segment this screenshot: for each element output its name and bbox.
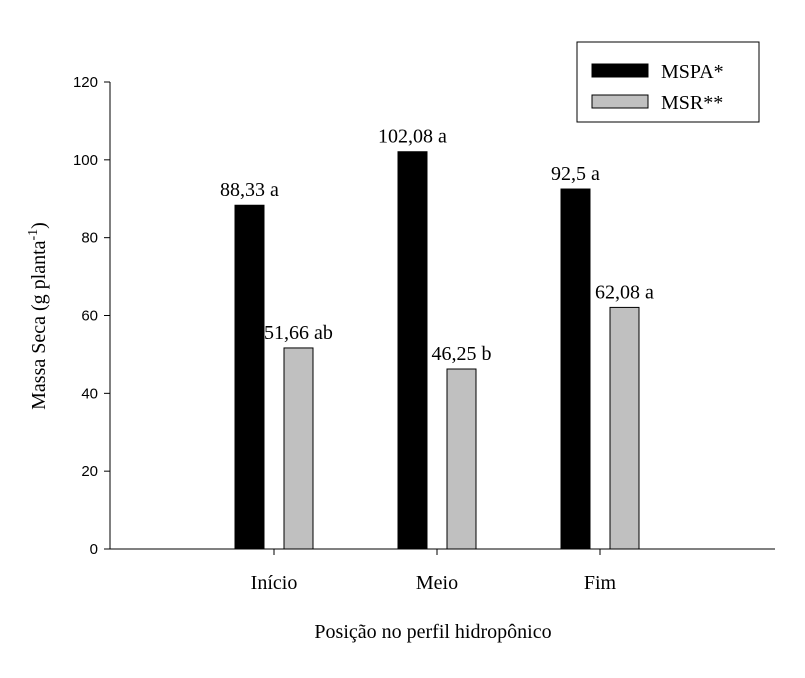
data-label: 102,08 a (378, 126, 447, 148)
bar-mspa (560, 188, 591, 550)
data-label: 92,5 a (551, 163, 600, 185)
legend-label: MSPA* (661, 61, 724, 83)
x-tick-label: Início (251, 572, 298, 594)
y-tick-label: 40 (81, 385, 98, 402)
legend-swatch (591, 63, 649, 78)
x-tick-label: Fim (584, 572, 617, 594)
legend: MSPA* MSR** (576, 41, 760, 123)
bar-msr (283, 347, 314, 550)
legend-label: MSR** (661, 92, 723, 114)
legend-box (576, 41, 760, 123)
legend-swatch (591, 94, 649, 109)
y-axis-label: Massa Seca (g planta-1) (26, 222, 50, 410)
x-tick-label: Meio (416, 572, 458, 594)
data-label: 51,66 ab (264, 322, 333, 344)
y-tick-label: 0 (90, 541, 98, 558)
data-label: 88,33 a (220, 179, 279, 201)
axes: 0 20 40 60 80 100 120 Início Meio Fim (73, 74, 775, 594)
bar-mspa (397, 151, 428, 550)
y-tick-label: 120 (73, 74, 98, 91)
bar-msr (446, 368, 477, 550)
y-tick-label: 80 (81, 230, 98, 247)
bars: 88,33 a 102,08 a 92,5 a 51,66 ab 46,25 b 62,0… (220, 126, 654, 550)
y-tick-label: 20 (81, 463, 98, 480)
y-tick-label: 60 (81, 308, 98, 325)
bar-msr (609, 306, 640, 550)
y-tick-label: 100 (73, 152, 98, 169)
data-label: 62,08 a (595, 281, 654, 303)
x-axis-label: Posição no perfil hidropônico (314, 621, 551, 643)
data-label: 46,25 b (432, 343, 492, 365)
bar-mspa (234, 204, 265, 550)
